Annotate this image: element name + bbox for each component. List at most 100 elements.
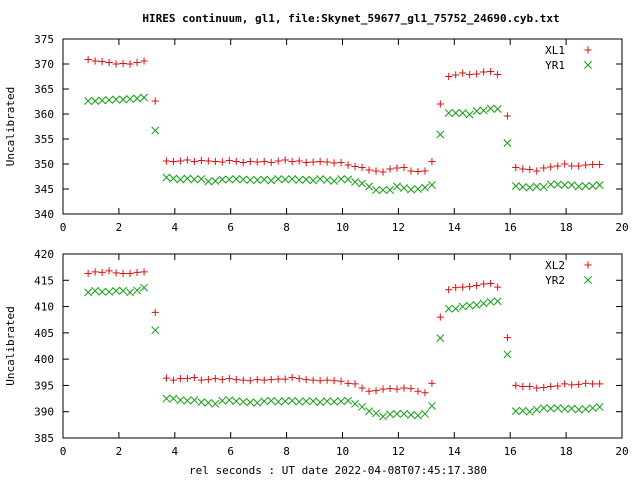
data-point <box>302 175 311 184</box>
data-point <box>372 387 380 395</box>
data-point <box>458 109 467 117</box>
data-point <box>567 404 576 413</box>
data-point <box>119 95 128 104</box>
data-point <box>253 176 262 184</box>
data-point <box>197 156 205 165</box>
data-point <box>218 175 227 184</box>
data-point <box>526 382 534 391</box>
data-point <box>553 404 562 412</box>
data-point <box>561 160 569 168</box>
data-point <box>267 176 276 185</box>
x-tick-label: 6 <box>227 221 234 234</box>
data-point <box>211 177 220 185</box>
panel-2: 385 390 395 400 405 410 415 420 0 2 4 6 8 10 12 14 16 18 2… <box>4 248 629 458</box>
data-point <box>533 384 541 392</box>
data-point <box>218 158 226 166</box>
data-point <box>421 167 429 175</box>
data-point <box>379 385 387 393</box>
data-point <box>112 269 120 277</box>
y-axis-label: Uncalibrated <box>4 306 17 385</box>
data-point <box>493 105 502 113</box>
data-point <box>451 304 460 313</box>
data-point <box>239 158 247 167</box>
data-point <box>105 96 114 104</box>
y-tick-label: 400 <box>34 353 54 366</box>
x-tick-label: 6 <box>227 445 234 458</box>
x-tick-label: 10 <box>336 445 349 458</box>
data-point <box>436 334 445 343</box>
data-point <box>533 167 541 175</box>
data-point <box>183 156 191 164</box>
data-point <box>525 183 534 192</box>
data-point <box>503 112 512 120</box>
data-point <box>428 379 436 387</box>
data-point <box>267 376 275 384</box>
data-point <box>479 299 488 308</box>
data-point <box>274 397 283 406</box>
data-point <box>316 398 325 407</box>
data-point <box>581 405 590 414</box>
data-point <box>379 186 387 194</box>
x-tick-label: 14 <box>448 221 462 234</box>
data-point <box>436 130 445 139</box>
y-tick-label: 395 <box>34 379 54 392</box>
y-tick-label: 405 <box>34 327 54 340</box>
data-point <box>151 326 160 335</box>
x-tick-label: 0 <box>60 445 67 458</box>
data-point <box>140 283 149 292</box>
data-point <box>518 406 527 415</box>
data-point <box>595 403 604 411</box>
data-point <box>472 301 481 309</box>
data-point <box>344 161 352 169</box>
data-point <box>494 70 502 79</box>
data-point <box>260 376 268 384</box>
data-point <box>503 333 512 342</box>
data-point <box>140 268 148 276</box>
data-point <box>260 175 269 184</box>
data-point <box>351 399 360 408</box>
data-point <box>518 183 527 191</box>
panel-1: 340 345 350 355 360 365 370 375 0 2 4 6 8 10 12 14 16 18 2… <box>4 33 629 234</box>
y-tick-label: 360 <box>34 108 54 121</box>
data-point <box>436 100 444 108</box>
data-point <box>253 158 261 166</box>
data-point <box>133 58 141 67</box>
data-point <box>445 286 453 294</box>
data-point <box>232 157 240 166</box>
data-point <box>288 396 297 405</box>
x-tick-label: 12 <box>392 445 405 458</box>
data-point <box>316 157 324 166</box>
data-point <box>112 95 121 104</box>
data-point <box>393 182 401 191</box>
data-point <box>436 313 444 321</box>
data-point <box>486 104 495 113</box>
data-point <box>302 397 311 406</box>
data-point <box>386 410 394 419</box>
y-tick-label: 375 <box>34 33 54 46</box>
data-point <box>407 185 415 194</box>
y-axis-label: Uncalibrated <box>4 87 17 166</box>
data-point <box>582 379 590 387</box>
data-point <box>190 396 199 405</box>
data-point <box>162 157 171 165</box>
data-point <box>204 157 212 165</box>
data-point <box>358 403 367 411</box>
data-point <box>407 167 415 175</box>
data-point <box>183 374 191 383</box>
data-point <box>162 394 171 403</box>
data-point <box>316 175 325 183</box>
data-point <box>281 175 290 184</box>
legend-label: XL2 <box>545 259 565 272</box>
legend-label: YR1 <box>545 59 565 72</box>
data-point <box>480 280 488 288</box>
data-point <box>547 382 555 391</box>
data-point <box>211 399 220 408</box>
data-point <box>372 167 380 175</box>
data-point <box>169 394 178 403</box>
data-point <box>295 176 304 184</box>
data-point <box>554 162 562 170</box>
data-point <box>133 268 141 276</box>
data-point <box>84 55 92 64</box>
data-point <box>372 409 380 418</box>
